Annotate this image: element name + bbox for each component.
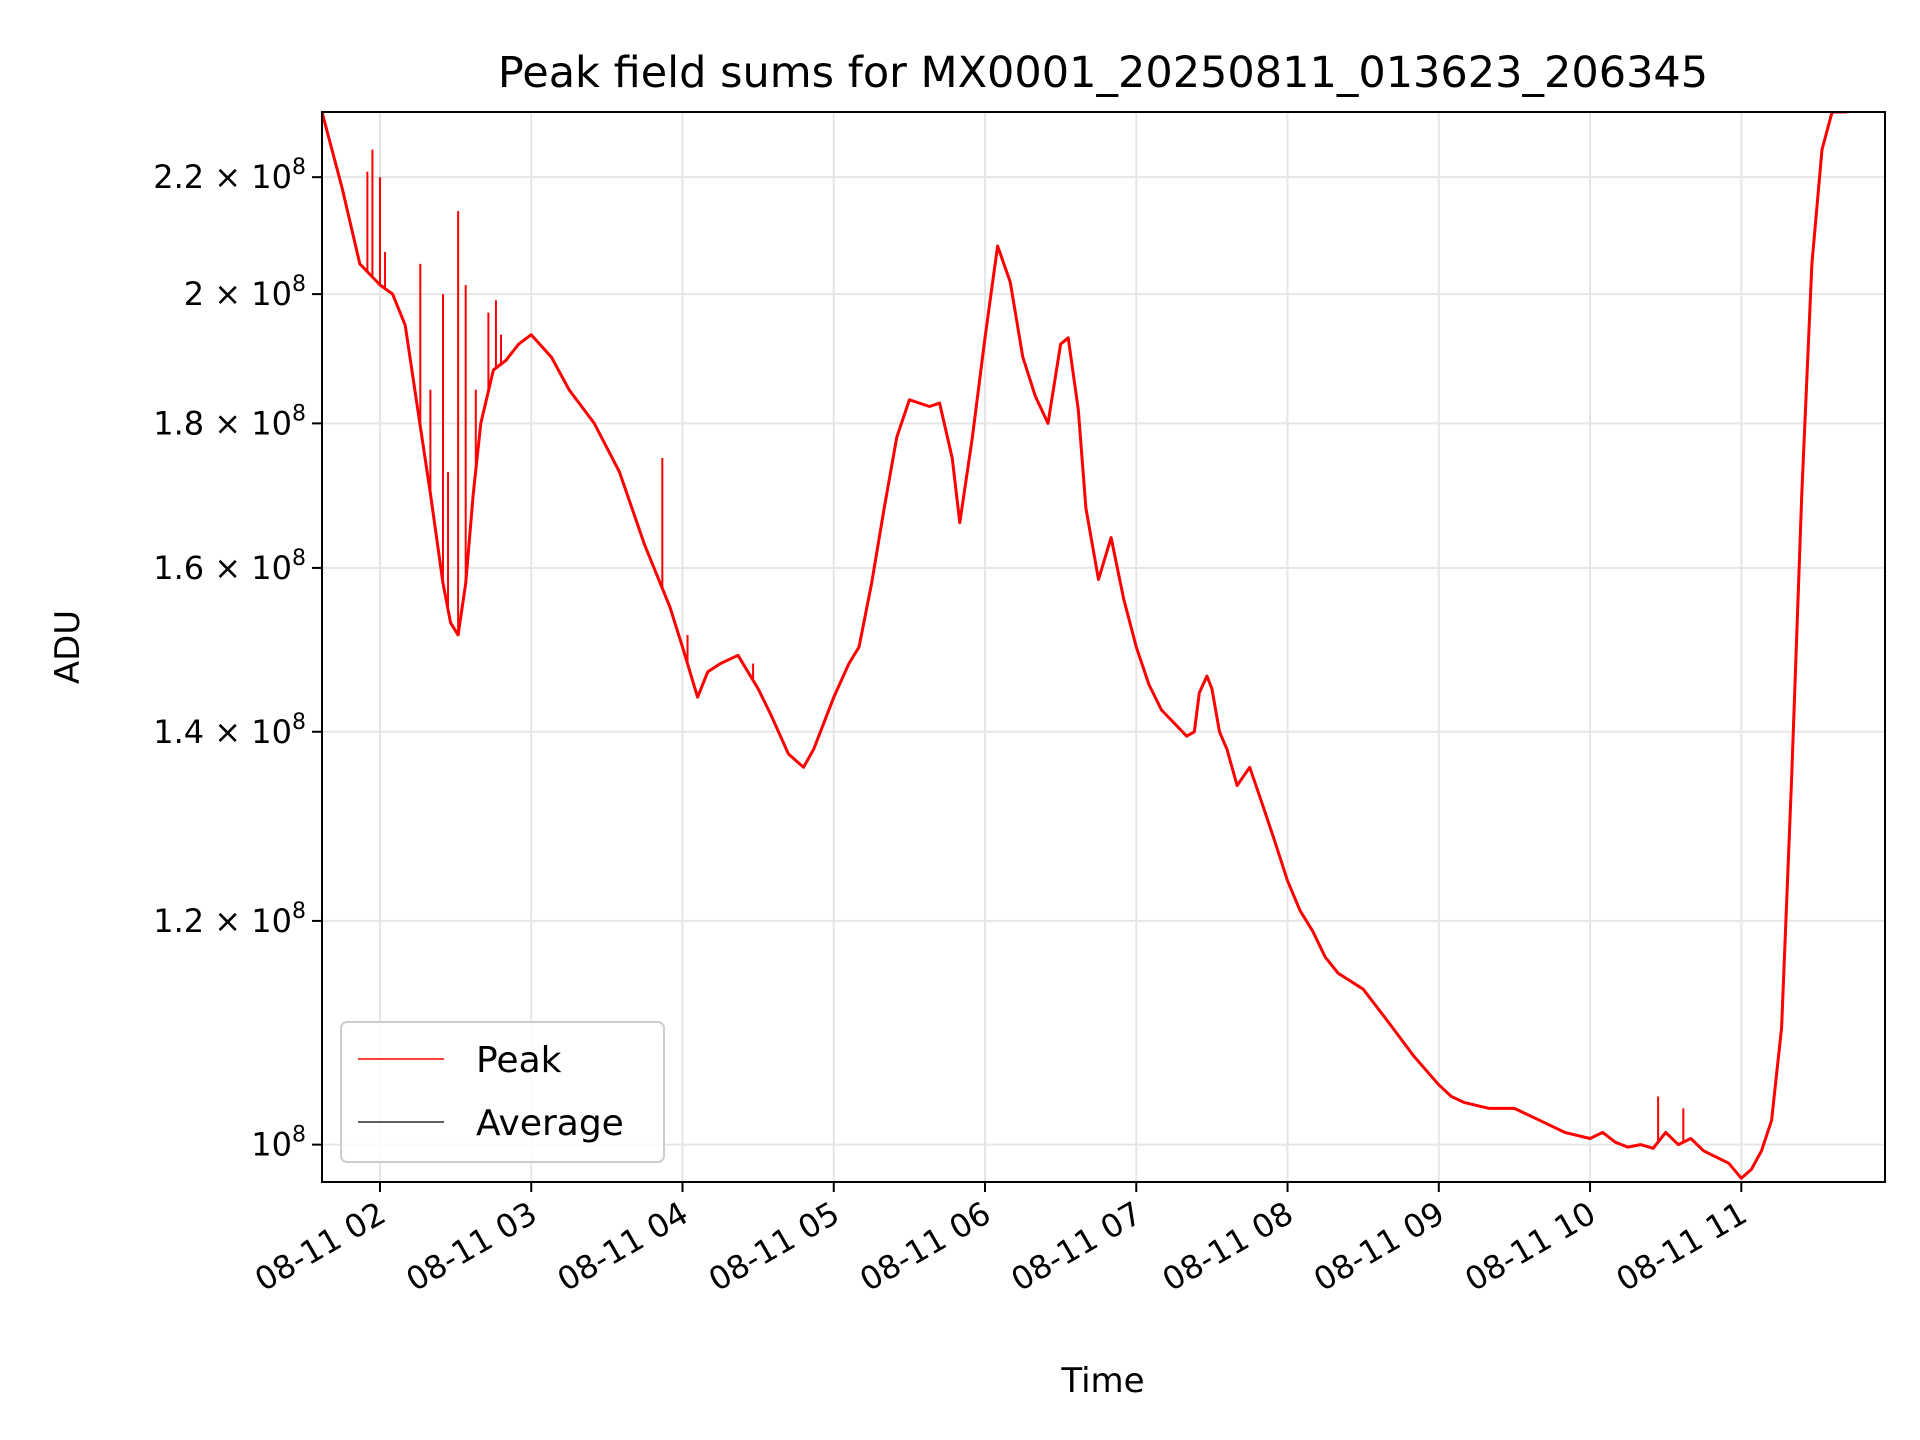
y-tick-exponent: 8	[292, 899, 306, 924]
y-tick-mantissa: 2.2	[153, 158, 204, 196]
y-tick-base: 10	[251, 158, 292, 196]
y-tick-base: 10	[251, 902, 292, 940]
y-tick-exponent: 8	[292, 401, 306, 426]
y-tick-label: 1.6 × 108	[153, 546, 306, 587]
y-tick-base: 10	[251, 1126, 292, 1164]
peak-series	[322, 112, 1848, 1180]
y-tick-label: 2 × 108	[184, 272, 306, 313]
y-tick-label: 1.4 × 108	[153, 710, 306, 751]
legend-label-peak: Peak	[476, 1040, 562, 1081]
y-tick-times: ×	[204, 549, 251, 587]
y-tick-exponent: 8	[292, 155, 306, 180]
y-tick-times: ×	[204, 275, 251, 313]
plot-area-frame	[321, 111, 1886, 1183]
peak-line	[322, 112, 1848, 1180]
y-tick-label: 108	[251, 1123, 306, 1164]
legend: Peak Average	[340, 1021, 665, 1163]
y-tick-mantissa: 1.4	[153, 713, 204, 751]
y-tick-base: 10	[251, 404, 292, 442]
y-tick-exponent: 8	[292, 546, 306, 571]
legend-box	[340, 1021, 665, 1163]
y-tick-times: ×	[204, 713, 251, 751]
y-tick-base: 10	[251, 275, 292, 313]
y-tick-exponent: 8	[292, 710, 306, 735]
y-tick-mantissa: 1.2	[153, 902, 204, 940]
y-tick-label: 1.8 × 108	[153, 401, 306, 442]
y-tick-exponent: 8	[292, 272, 306, 297]
y-tick-mantissa: 1.8	[153, 404, 204, 442]
y-tick-times: ×	[204, 902, 251, 940]
y-axis-label: ADU	[48, 610, 88, 684]
chart-title: Peak field sums for MX0001_20250811_0136…	[498, 48, 1708, 98]
y-tick-label: 1.2 × 108	[153, 899, 306, 940]
y-tick-label: 2.2 × 108	[153, 155, 306, 196]
legend-label-average: Average	[476, 1103, 624, 1144]
x-axis-label: Time	[1060, 1361, 1144, 1401]
y-tick-base: 10	[251, 713, 292, 751]
y-tick-mantissa: 1.6	[153, 549, 204, 587]
y-tick-mantissa: 2	[184, 275, 204, 313]
y-tick-base: 10	[251, 549, 292, 587]
y-tick-times: ×	[204, 158, 251, 196]
y-tick-exponent: 8	[292, 1123, 306, 1148]
y-tick-times: ×	[204, 404, 251, 442]
